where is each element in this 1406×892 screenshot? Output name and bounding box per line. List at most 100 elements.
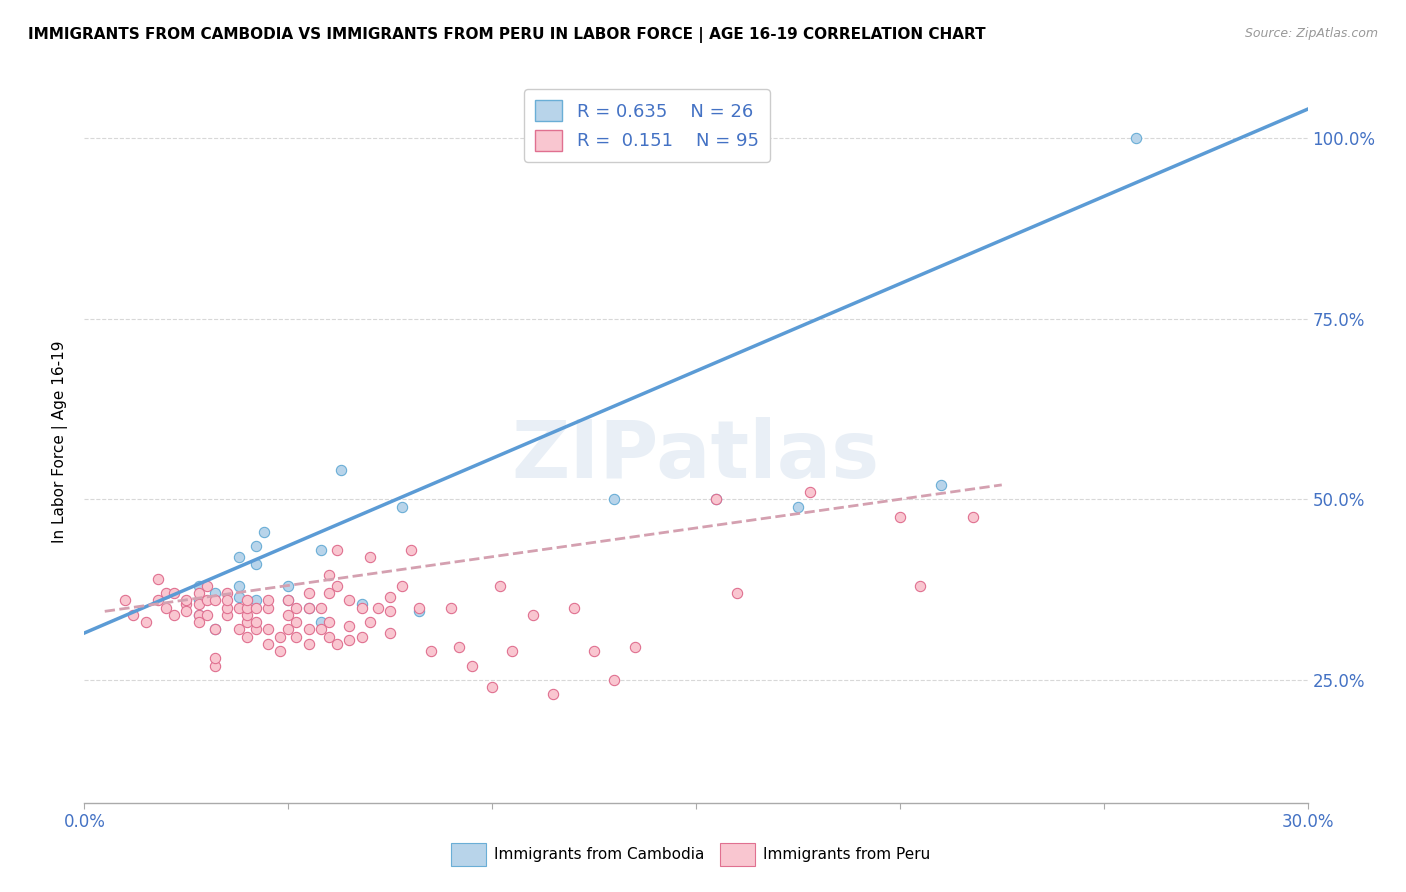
Point xyxy=(228,590,250,604)
Point xyxy=(298,623,321,637)
Point xyxy=(163,607,186,622)
Point xyxy=(391,579,413,593)
Point xyxy=(461,658,484,673)
Point xyxy=(269,644,291,658)
Point xyxy=(408,604,430,618)
Point xyxy=(195,607,218,622)
Point xyxy=(257,593,280,607)
Point xyxy=(420,644,443,658)
Point xyxy=(122,607,145,622)
Point xyxy=(174,604,197,618)
Text: ZIPatlas: ZIPatlas xyxy=(512,417,880,495)
Point xyxy=(257,600,280,615)
Point xyxy=(339,619,361,633)
Point xyxy=(187,607,209,622)
FancyBboxPatch shape xyxy=(720,843,755,866)
Point xyxy=(285,630,308,644)
Point xyxy=(155,586,177,600)
Point xyxy=(326,542,349,557)
Point xyxy=(706,492,728,507)
Point xyxy=(285,600,308,615)
Point xyxy=(195,593,218,607)
Point xyxy=(367,600,389,615)
Point xyxy=(339,593,361,607)
Point xyxy=(236,630,259,644)
Point xyxy=(187,607,209,622)
Point xyxy=(309,600,332,615)
Point xyxy=(962,510,984,524)
Point xyxy=(217,586,239,600)
Point xyxy=(543,687,565,701)
Point xyxy=(187,579,209,593)
Point xyxy=(350,597,373,611)
Point xyxy=(257,637,280,651)
Text: Immigrants from Cambodia: Immigrants from Cambodia xyxy=(494,847,704,863)
Point xyxy=(799,485,821,500)
FancyBboxPatch shape xyxy=(451,843,485,866)
Point xyxy=(326,637,349,651)
Point xyxy=(114,593,136,607)
Legend: R = 0.635    N = 26, R =  0.151    N = 95: R = 0.635 N = 26, R = 0.151 N = 95 xyxy=(524,89,769,161)
Point xyxy=(277,579,299,593)
Point xyxy=(910,579,932,593)
Point xyxy=(217,607,239,622)
Point xyxy=(309,623,332,637)
Point xyxy=(228,579,250,593)
Point xyxy=(245,539,267,553)
Point xyxy=(318,586,340,600)
Point xyxy=(298,637,321,651)
Point xyxy=(481,680,503,694)
Point xyxy=(269,630,291,644)
Point xyxy=(502,644,524,658)
Point xyxy=(146,593,169,607)
Point xyxy=(725,586,748,600)
Point xyxy=(298,600,321,615)
Point xyxy=(228,600,250,615)
Point xyxy=(359,550,381,565)
Point xyxy=(318,615,340,630)
Point xyxy=(217,593,239,607)
Point xyxy=(245,593,267,607)
Point xyxy=(380,626,402,640)
Point xyxy=(236,607,259,622)
Point xyxy=(787,500,810,514)
Point xyxy=(155,600,177,615)
Point xyxy=(380,604,402,618)
Point xyxy=(399,542,422,557)
Text: Immigrants from Peru: Immigrants from Peru xyxy=(763,847,931,863)
Point xyxy=(624,640,647,655)
Point xyxy=(309,615,332,630)
Point xyxy=(187,593,209,607)
Point xyxy=(318,630,340,644)
Point xyxy=(163,586,186,600)
Point xyxy=(603,673,626,687)
Point xyxy=(277,623,299,637)
Point xyxy=(228,550,250,565)
Point xyxy=(929,478,952,492)
Point xyxy=(187,597,209,611)
Point xyxy=(228,623,250,637)
Point xyxy=(330,463,353,477)
Point xyxy=(187,615,209,630)
Point xyxy=(380,590,402,604)
Point xyxy=(204,658,226,673)
Point xyxy=(583,644,606,658)
Point xyxy=(253,524,276,539)
Point xyxy=(174,597,197,611)
Point xyxy=(706,492,728,507)
Point xyxy=(204,586,226,600)
Point xyxy=(277,607,299,622)
Point xyxy=(257,623,280,637)
Point xyxy=(1125,131,1147,145)
Point xyxy=(204,593,226,607)
Point xyxy=(277,593,299,607)
Point xyxy=(236,600,259,615)
Text: IMMIGRANTS FROM CAMBODIA VS IMMIGRANTS FROM PERU IN LABOR FORCE | AGE 16-19 CORR: IMMIGRANTS FROM CAMBODIA VS IMMIGRANTS F… xyxy=(28,27,986,43)
Point xyxy=(245,615,267,630)
Point xyxy=(440,600,463,615)
Point xyxy=(339,633,361,648)
Point xyxy=(309,542,332,557)
Point xyxy=(889,510,911,524)
Point xyxy=(236,593,259,607)
Text: Source: ZipAtlas.com: Source: ZipAtlas.com xyxy=(1244,27,1378,40)
